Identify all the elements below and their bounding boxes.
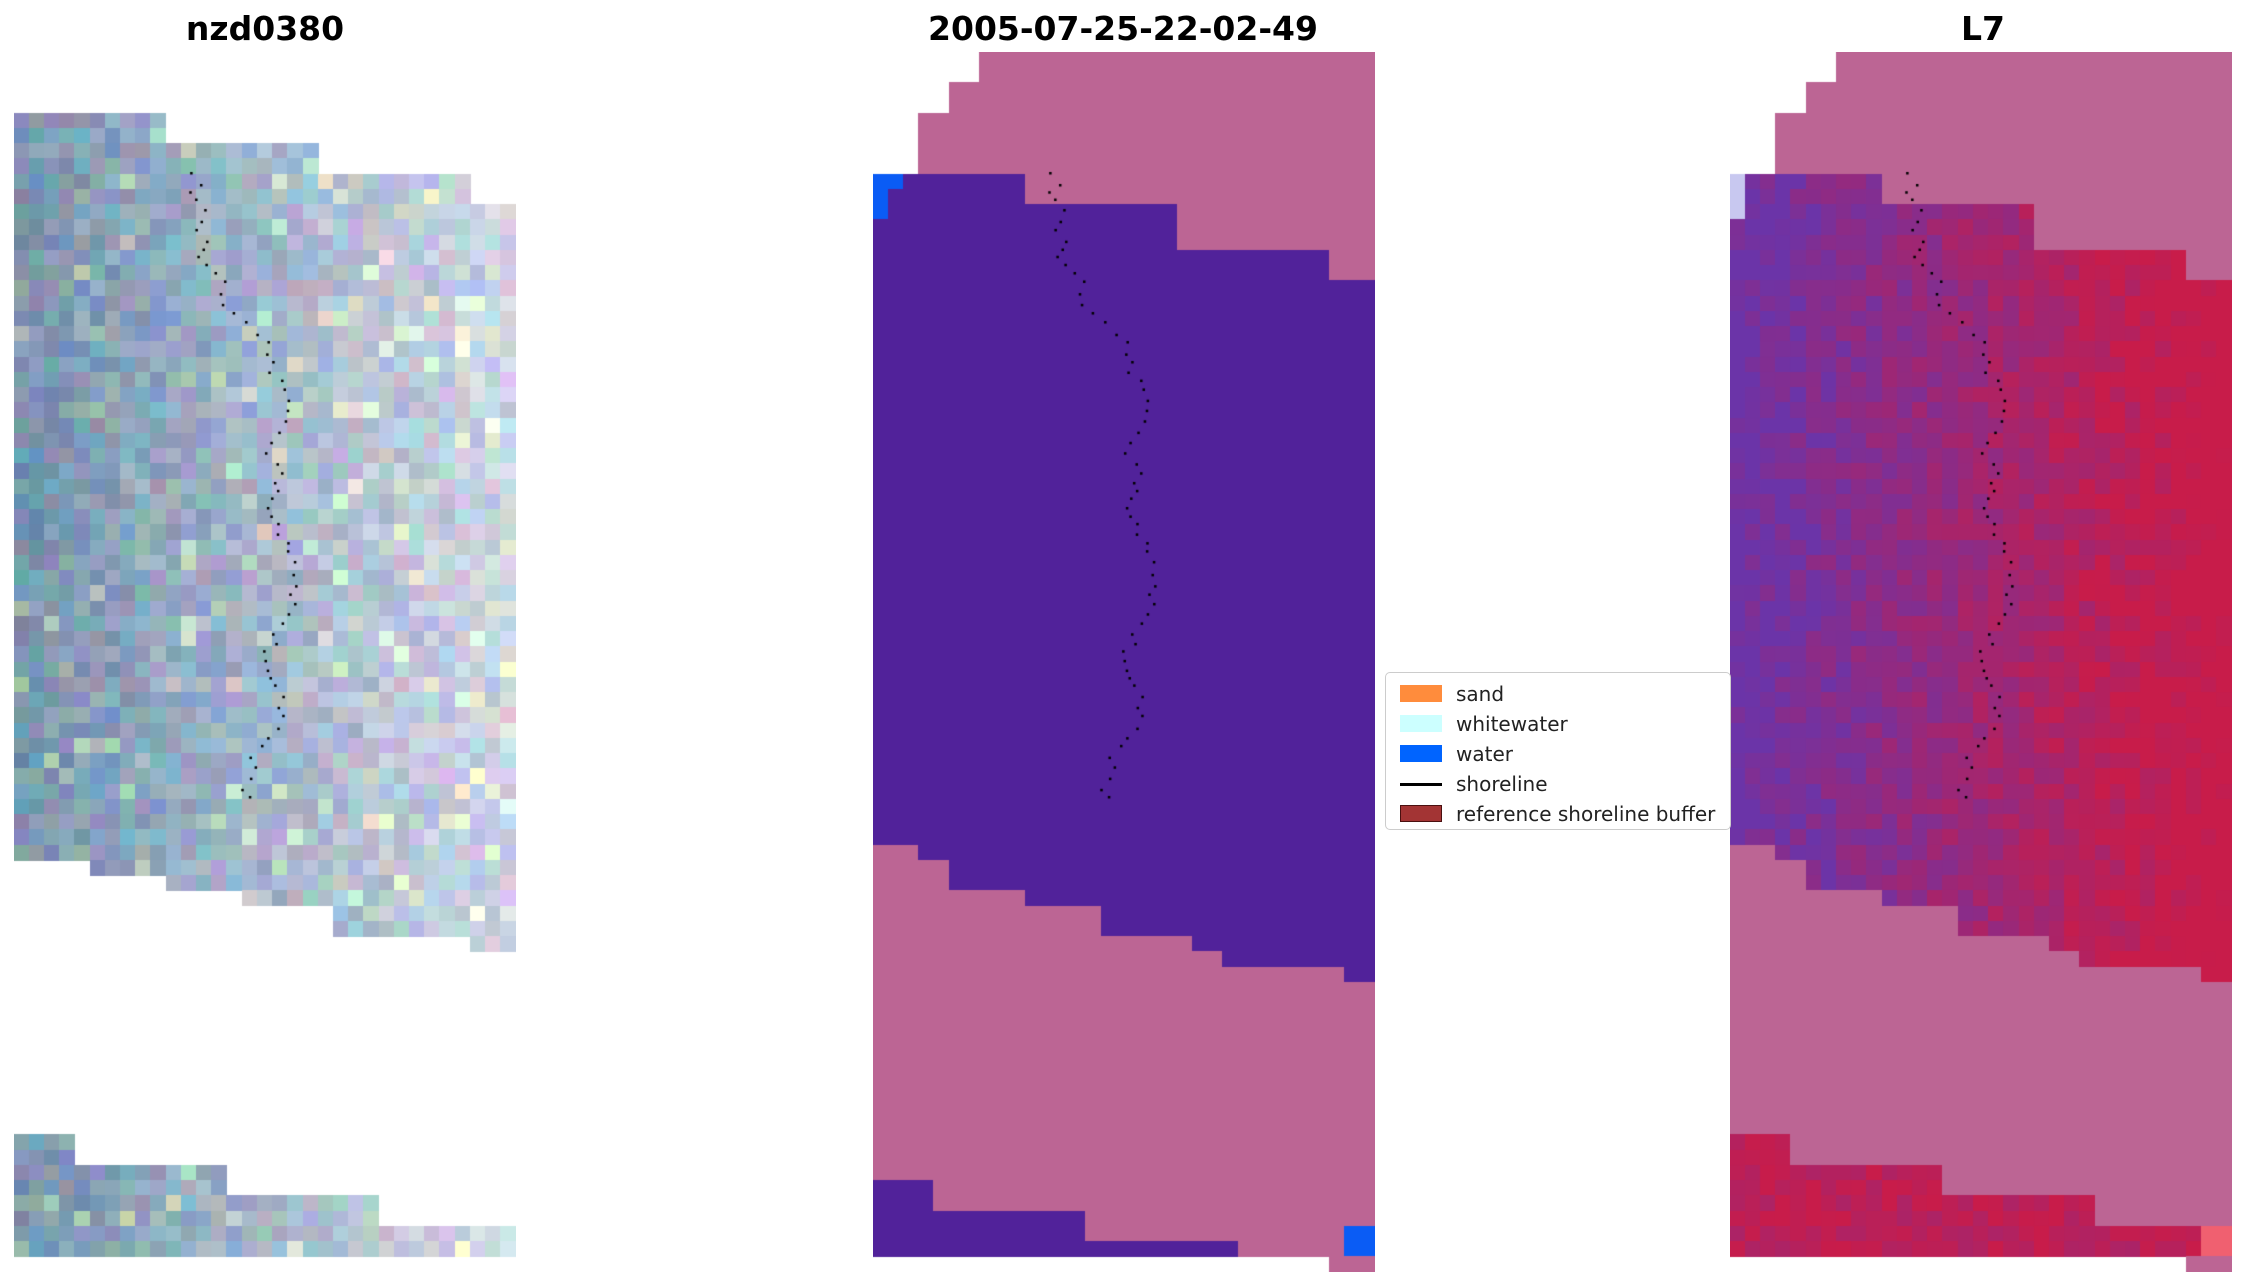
whitewater-swatch	[1400, 715, 1442, 732]
legend-item-sand: sand	[1394, 681, 1730, 707]
reference-buffer-swatch	[1400, 805, 1442, 822]
legend-label-shoreline: shoreline	[1456, 772, 1548, 796]
legend-item-whitewater: whitewater	[1394, 711, 1730, 737]
legend: sand whitewater water shoreline referenc…	[1385, 672, 1731, 830]
shoreline-line-swatch	[1400, 783, 1442, 786]
water-swatch	[1400, 745, 1442, 762]
legend-item-water: water	[1394, 741, 1730, 767]
legend-label-whitewater: whitewater	[1456, 712, 1568, 736]
panel-title-classification: 2005-07-25-22-02-49	[928, 9, 1318, 48]
legend-item-shoreline: shoreline	[1394, 771, 1730, 797]
panel-title-rgb: nzd0380	[185, 9, 345, 48]
rgb-image-panel	[14, 52, 516, 1272]
legend-label-reference-buffer: reference shoreline buffer	[1456, 802, 1716, 826]
sand-swatch	[1400, 685, 1442, 702]
legend-item-reference-buffer: reference shoreline buffer	[1394, 801, 1730, 827]
classification-panel	[873, 52, 1375, 1272]
index-image-panel	[1730, 52, 2232, 1272]
legend-label-sand: sand	[1456, 682, 1505, 706]
panel-title-index: L7	[1961, 9, 2005, 48]
legend-label-water: water	[1456, 742, 1513, 766]
